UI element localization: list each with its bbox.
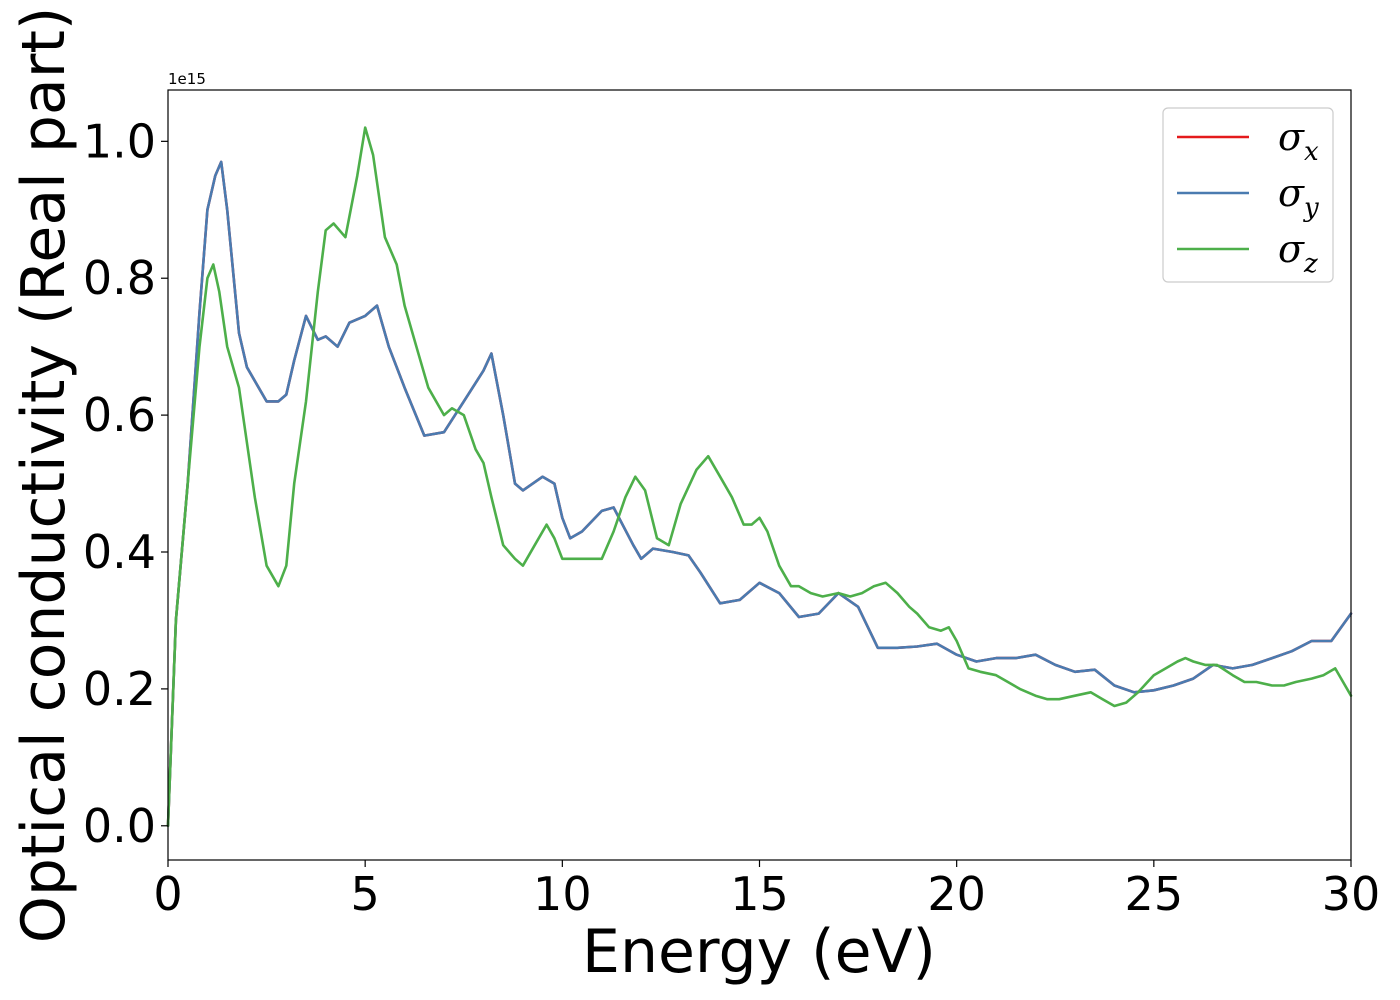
y-offset-label: 1e15 xyxy=(168,70,206,88)
x-tick-label: 5 xyxy=(351,867,380,921)
y-axis-label: Optical conductivity (Real part) xyxy=(9,7,79,944)
legend-label-y: σy xyxy=(1278,171,1319,223)
x-tick-label: 0 xyxy=(153,867,182,921)
x-tick-label: 30 xyxy=(1322,867,1381,921)
y-tick-label: 1.0 xyxy=(83,114,156,168)
y-tick-label: 0.0 xyxy=(83,799,156,853)
legend-label-x: σx xyxy=(1278,115,1319,167)
series-line-z xyxy=(166,126,1353,828)
plot-background xyxy=(168,90,1351,860)
x-tick-label: 20 xyxy=(927,867,986,921)
x-axis-label: Energy (eV) xyxy=(582,917,936,987)
series-lines xyxy=(166,126,1353,828)
series-line-y xyxy=(166,160,1353,828)
y-tick-label: 0.4 xyxy=(83,525,156,579)
x-tick-label: 15 xyxy=(730,867,789,921)
x-axis-ticks: 0 5 10 15 20 25 30 xyxy=(153,860,1380,921)
legend-box xyxy=(1162,107,1334,283)
y-tick-label: 0.2 xyxy=(83,662,156,716)
y-tick-label: 0.6 xyxy=(83,388,156,442)
y-tick-label: 0.8 xyxy=(83,251,156,305)
y-axis-ticks: 0.0 0.2 0.4 0.6 0.8 1.0 xyxy=(83,114,168,853)
x-tick-label: 25 xyxy=(1125,867,1184,921)
x-tick-label: 10 xyxy=(533,867,592,921)
legend-label-z: σz xyxy=(1278,227,1318,279)
